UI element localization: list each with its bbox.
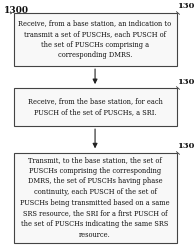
Bar — [14, 152, 177, 242]
Text: Transmit, to the base station, the set of
PUSCHs comprising the corresponding
DM: Transmit, to the base station, the set o… — [20, 156, 170, 239]
Text: Receive, from the base station, for each
PUSCH of the set of PUSCHs, a SRI.: Receive, from the base station, for each… — [28, 98, 163, 116]
Text: Receive, from a base station, an indication to
transmit a set of PUSCHs, each PU: Receive, from a base station, an indicat… — [18, 19, 172, 59]
Text: 1300: 1300 — [4, 6, 29, 15]
Bar — [14, 12, 177, 66]
Text: 1304: 1304 — [178, 78, 194, 86]
Bar — [14, 88, 177, 126]
Text: 1306: 1306 — [178, 142, 194, 150]
Text: 1302: 1302 — [178, 2, 194, 10]
